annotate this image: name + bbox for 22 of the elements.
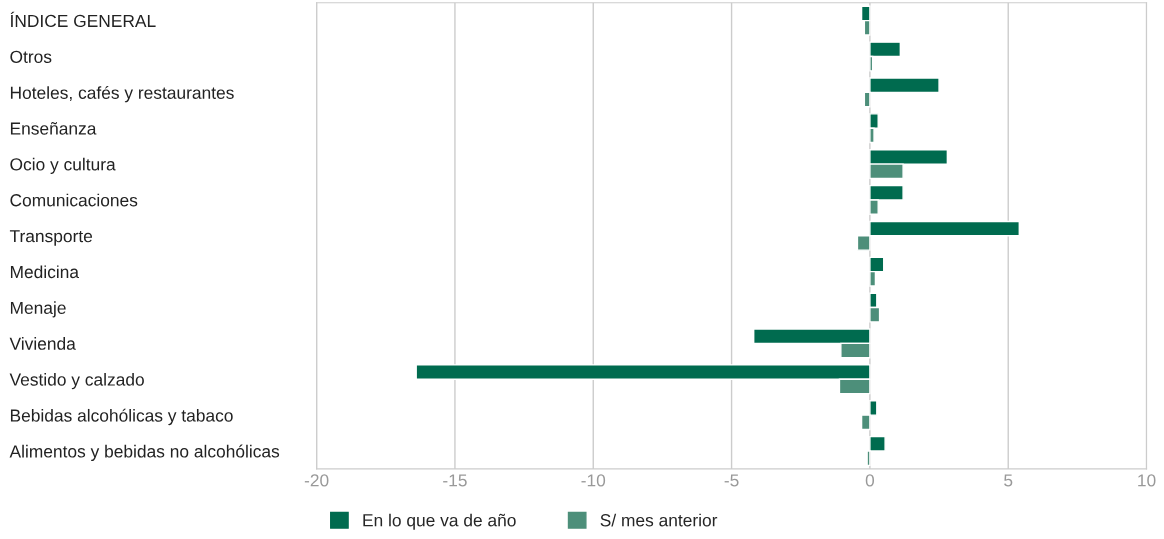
y-tick-label: ÍNDICE GENERAL bbox=[10, 11, 156, 28]
x-tick-label: 0 bbox=[865, 474, 875, 487]
x-tick-label: -15 bbox=[443, 474, 467, 487]
y-tick-label: Ocio y cultura bbox=[10, 157, 116, 174]
x-tick-label: -5 bbox=[724, 474, 739, 487]
x-tick-label: 5 bbox=[1004, 474, 1013, 487]
x-tick-label: -10 bbox=[581, 474, 606, 487]
y-tick-label: Alimentos y bebidas no alcohólicas bbox=[9, 444, 280, 461]
y-tick-label: Otros bbox=[10, 50, 52, 63]
y-tick-label: Menaje bbox=[10, 301, 66, 318]
legend-label: En lo que va de año bbox=[363, 513, 516, 530]
x-tick-label: 10 bbox=[1138, 474, 1156, 487]
y-tick-label: Bebidas alcohólicas y tabaco bbox=[10, 408, 233, 426]
x-tick-label: -20 bbox=[304, 474, 329, 487]
y-tick-label: Vestido y calzado bbox=[9, 372, 144, 390]
y-tick-label: Hoteles, cafés y restaurantes bbox=[10, 85, 234, 103]
y-tick-label: Medicina bbox=[10, 265, 80, 279]
y-tick-label: Transporte bbox=[9, 230, 93, 246]
legend-label: S/ mes anterior bbox=[600, 513, 718, 527]
y-tick-label: Comunicaciones bbox=[10, 193, 138, 207]
y-tick-label: Vivienda bbox=[9, 337, 76, 350]
y-tick-label: Enseñanza bbox=[10, 122, 97, 135]
